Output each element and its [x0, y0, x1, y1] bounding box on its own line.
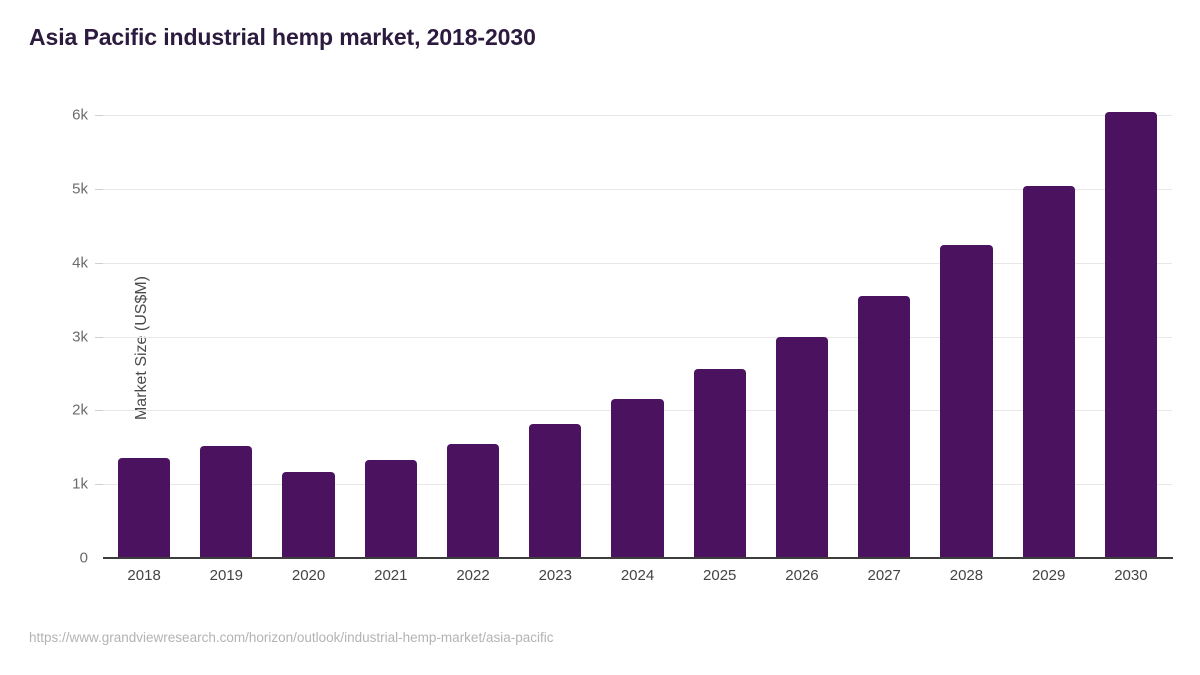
bar-2025[interactable] [693, 368, 746, 558]
y-tick-label-6k: 6k [72, 106, 88, 124]
y-tick-label-3k: 3k [72, 328, 88, 345]
x-tick-label-2024: 2024 [620, 567, 655, 584]
y-tick-label-1k: 1k [72, 475, 88, 493]
source-url-label: https://www.grandviewresearch.com/horizo… [29, 630, 554, 645]
x-tick-label-2030: 2030 [1114, 567, 1148, 584]
bar-2021[interactable] [364, 459, 417, 558]
x-tick-label-2025: 2025 [703, 567, 737, 584]
page-title: Asia Pacific industrial hemp market, 201… [29, 24, 536, 50]
bar-2026[interactable] [775, 336, 829, 558]
bar-2020[interactable] [282, 472, 335, 558]
x-tick-label-2018: 2018 [127, 567, 161, 584]
gridline-3k [103, 336, 1172, 338]
gridline-5k [103, 188, 1172, 190]
y-tick-mark-1k [95, 484, 103, 486]
bar-2023[interactable] [529, 423, 582, 558]
x-tick-label-2029: 2029 [1031, 567, 1066, 584]
bar-2018[interactable] [118, 458, 171, 558]
x-tick-label-2021: 2021 [374, 567, 408, 584]
x-tick-label-2022: 2022 [456, 567, 490, 584]
y-tick-mark-3k [95, 336, 103, 338]
x-tick-label-2020: 2020 [291, 567, 326, 584]
bar-2030[interactable] [1104, 112, 1157, 558]
x-tick-label-2028: 2028 [949, 567, 984, 584]
gridline-4k [103, 262, 1172, 264]
y-tick-mark-6k [95, 115, 103, 116]
y-tick-label-4k: 4k [72, 254, 88, 272]
x-axis-line [103, 557, 1173, 559]
bar-2019[interactable] [200, 445, 253, 558]
y-tick-mark-5k [95, 188, 103, 190]
bar-2024[interactable] [611, 399, 664, 558]
x-tick-label-2019: 2019 [209, 567, 244, 584]
bar-2028[interactable] [940, 244, 993, 558]
bar-2027[interactable] [858, 295, 911, 558]
gridline-6k [103, 115, 1172, 116]
y-tick-label-5k: 5k [72, 180, 88, 198]
x-tick-label-2027: 2027 [867, 567, 901, 584]
y-tick-mark-4k [95, 262, 103, 264]
plot-area [103, 112, 1172, 558]
x-tick-label-2026: 2026 [785, 567, 819, 584]
bar-2029[interactable] [1022, 185, 1075, 558]
y-tick-label-2k: 2k [72, 401, 88, 419]
bar-2022[interactable] [446, 443, 500, 558]
y-tick-label-0: 0 [79, 549, 88, 567]
x-tick-label-2023: 2023 [538, 567, 572, 584]
y-tick-mark-2k [95, 410, 103, 412]
